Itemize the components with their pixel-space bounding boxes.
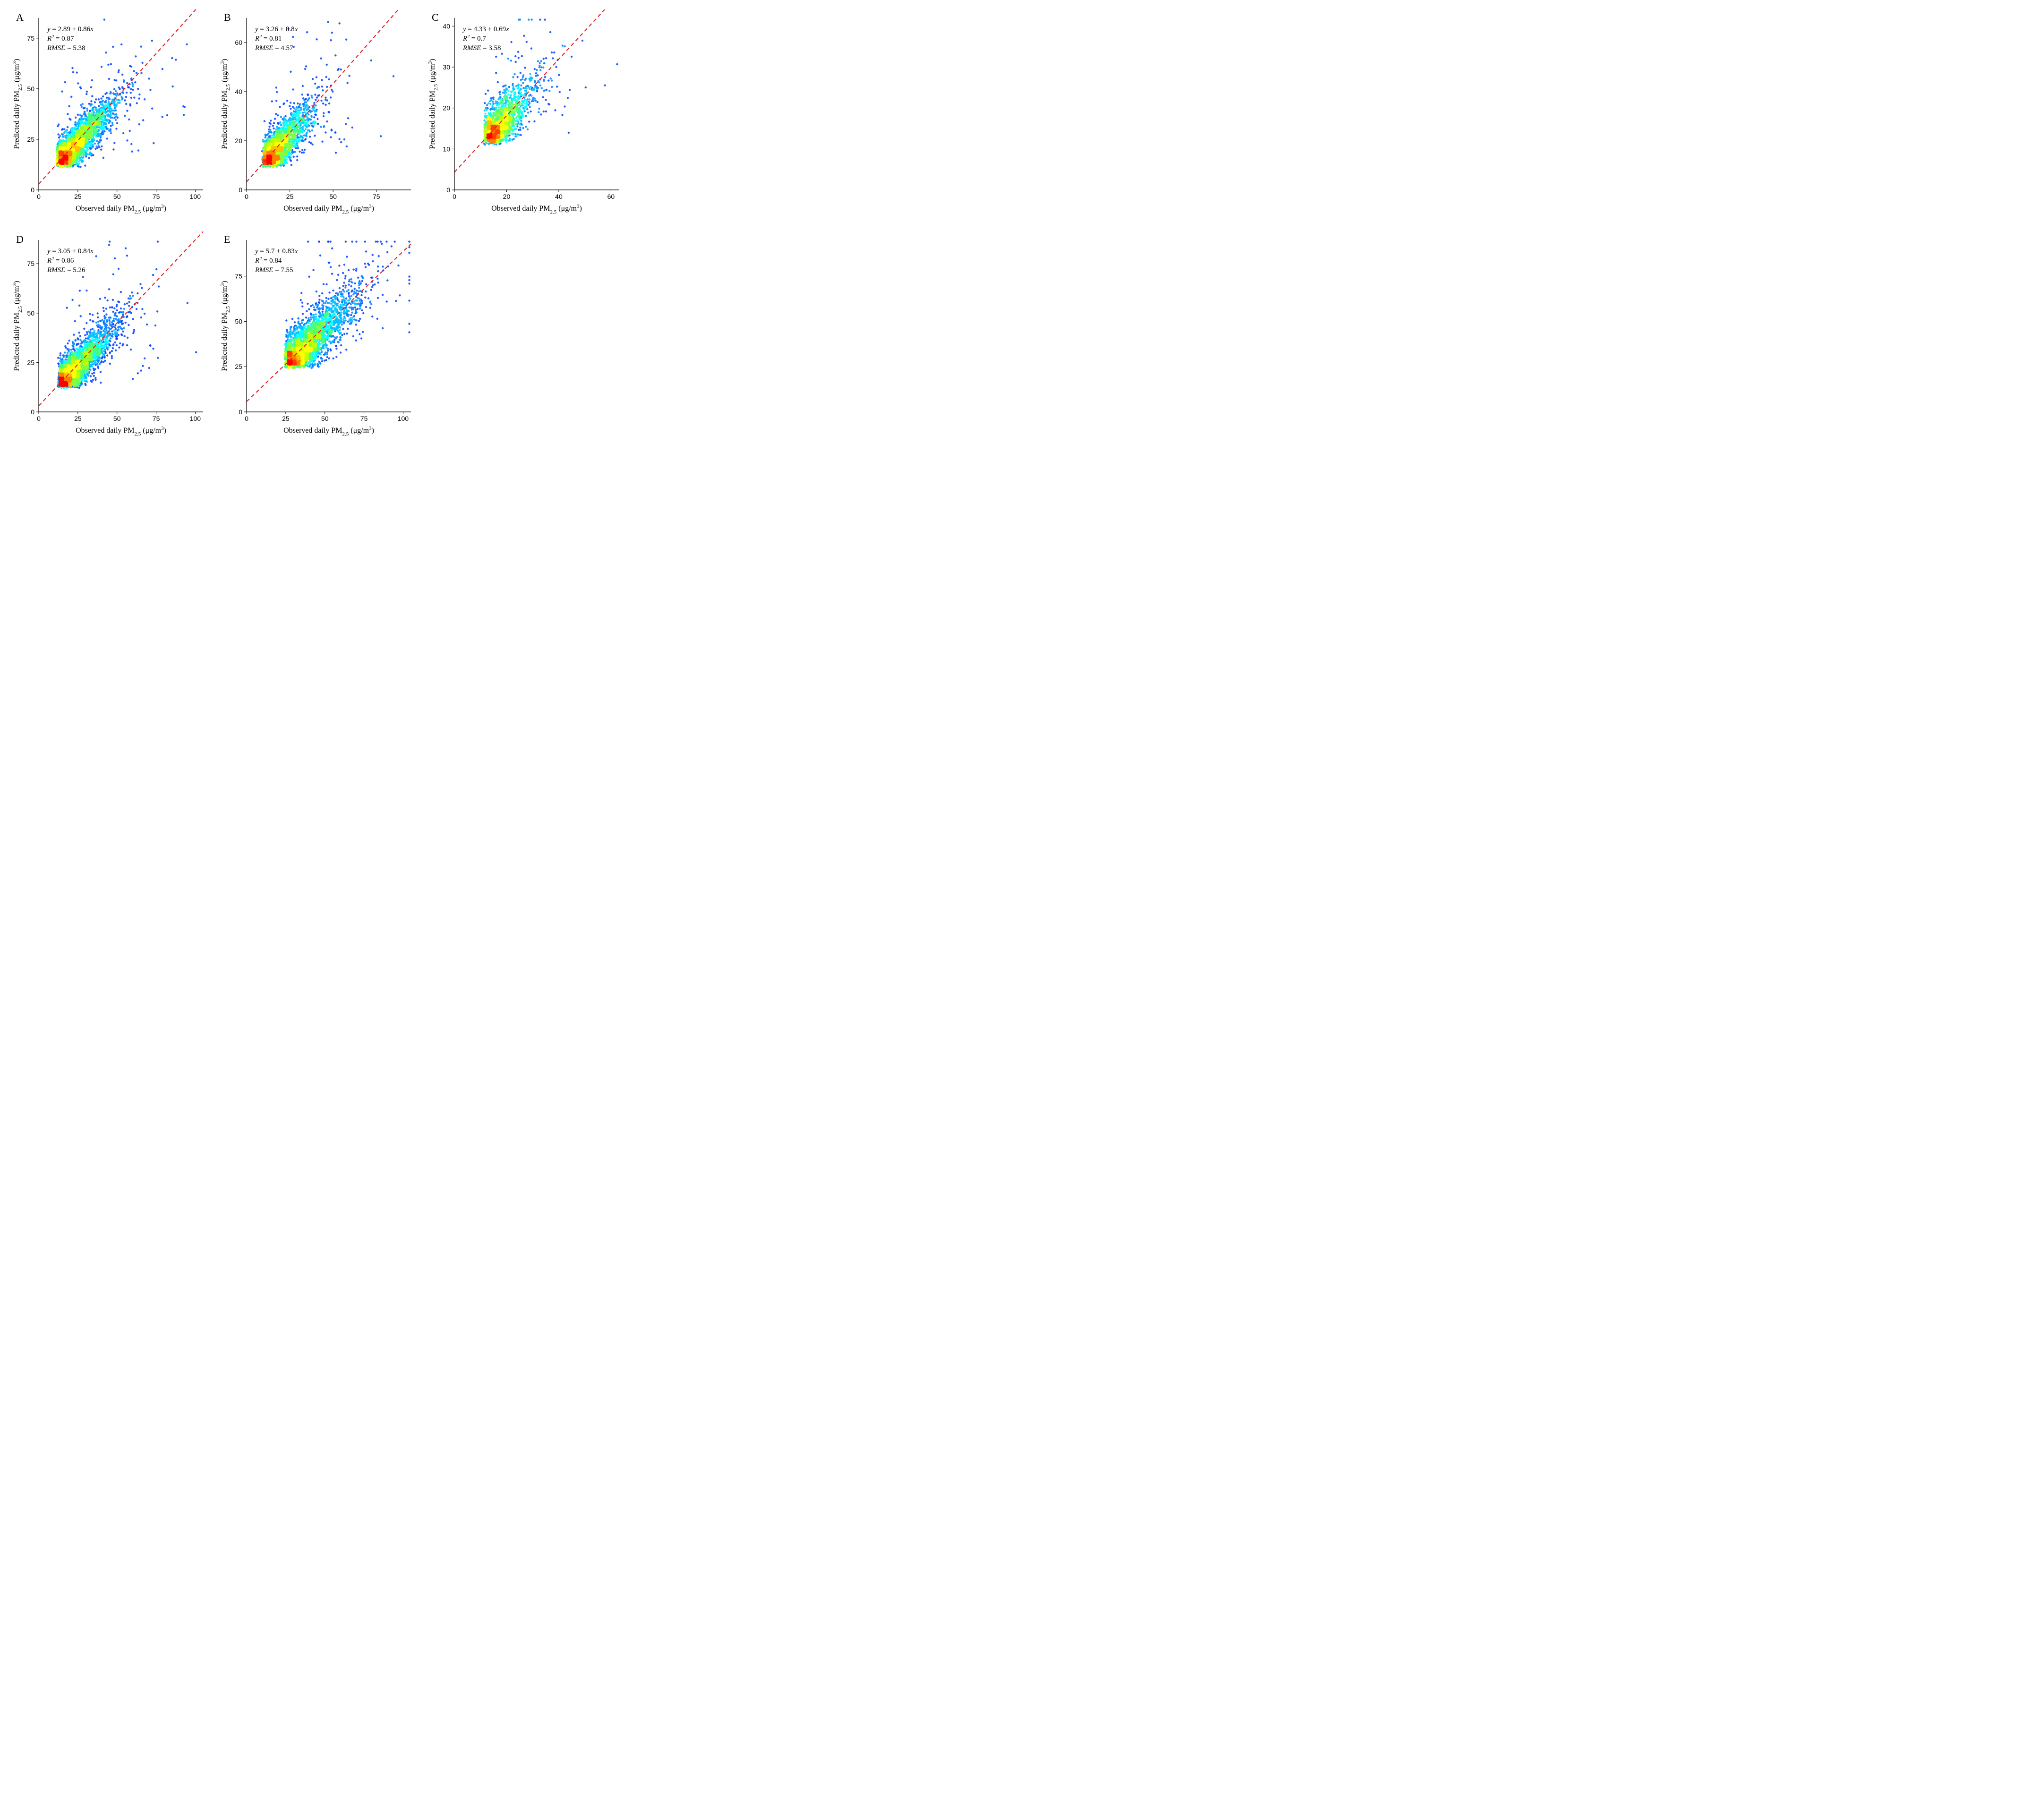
x-tick-label: 25 [286,193,294,200]
x-axis-label: Observed daily PM2.5 (μg/m3) [76,204,166,215]
x-tick-label: 50 [113,415,121,422]
y-axis-label: Predicted daily PM2.5 (μg/m3) [220,281,231,371]
scatter-panel-d: 0 25 50 75 100 0 25 50 75 Observed daily PM2.5 (μ… [9,231,208,439]
y-tick-label: 60 [235,39,242,46]
x-tick-label: 50 [113,193,121,200]
stat-rmse: RMSE = 4.57 [255,44,293,52]
y-tick-label: 50 [235,317,242,325]
scatter-points [57,240,197,389]
y-tick-label: 20 [235,137,242,145]
x-tick-label: 40 [555,193,563,200]
stat-r2: R2 = 0.87 [47,34,74,43]
x-tick-label: 75 [153,193,160,200]
x-tick-label: 20 [503,193,511,200]
stat-rmse: RMSE = 5.38 [47,44,85,52]
y-tick-label: 0 [239,186,242,194]
y-tick-label: 0 [446,186,450,194]
scatter-panel-a: 0 25 50 75 100 0 25 50 75 Observed daily PM2.5 (μ… [9,9,208,217]
y-tick-label: 0 [31,186,34,194]
stat-r2: R2 = 0.84 [255,256,282,265]
x-tick-label: 60 [607,193,615,200]
y-tick-label: 40 [235,88,242,95]
y-tick-label: 50 [27,309,34,317]
x-tick-label: 0 [245,415,248,422]
y-tick-label: 0 [239,408,242,416]
x-axis-label: Observed daily PM2.5 (μg/m3) [283,426,374,437]
x-tick-label: 50 [321,415,329,422]
scatter-points [483,18,618,145]
x-tick-label: 75 [153,415,160,422]
stat-r2: R2 = 0.81 [255,34,282,43]
scatter-panel-e: 0 25 50 75 100 0 25 50 75 Observed daily PM2.5 (μ… [217,231,416,439]
y-tick-label: 40 [443,22,450,30]
x-tick-label: 25 [282,415,290,422]
x-axis-label: Observed daily PM2.5 (μg/m3) [76,426,166,437]
y-tick-label: 75 [27,260,34,267]
y-tick-label: 75 [235,273,242,280]
x-tick-label: 100 [190,193,201,200]
y-tick-label: 25 [27,136,34,143]
axis-frame [454,18,619,190]
x-tick-label: 0 [245,193,248,200]
stat-r2: R2 = 0.86 [47,256,74,265]
x-tick-label: 100 [398,415,409,422]
scatter-points [261,21,394,168]
panel-letter: E [224,233,230,245]
y-tick-label: 10 [443,145,450,153]
panel-letter: C [432,11,439,23]
y-axis-label: Predicted daily PM2.5 (μg/m3) [12,281,23,371]
stat-equation: y = 2.89 + 0.86x [46,26,94,33]
stat-equation: y = 4.33 + 0.69x [462,26,509,33]
x-tick-label: 25 [74,193,82,200]
x-tick-label: 75 [360,415,368,422]
x-tick-label: 75 [373,193,380,200]
x-tick-label: 100 [190,415,201,422]
stat-rmse: RMSE = 3.58 [462,44,501,52]
stat-rmse: RMSE = 7.55 [255,266,293,274]
scatter-panel-c: 0 20 40 60 0 10 20 30 40 Observed daily PM2.5 (μg… [425,9,624,217]
x-tick-label: 0 [453,193,456,200]
panel-letter: A [16,11,24,23]
stat-equation: y = 3.26 + 0.8x [254,26,298,33]
scatter-panel-b: 0 25 50 75 0 20 40 60 Observed daily PM2.5 (μg/m… [217,9,416,217]
y-tick-label: 30 [443,63,450,71]
stat-r2: R2 = 0.7 [462,34,486,43]
x-axis-label: Observed daily PM2.5 (μg/m3) [283,204,374,215]
y-axis-label: Predicted daily PM2.5 (μg/m3) [220,59,231,149]
y-axis-label: Predicted daily PM2.5 (μg/m3) [427,59,439,149]
y-tick-label: 0 [31,408,34,416]
y-tick-label: 20 [443,104,450,112]
y-tick-label: 25 [27,359,34,366]
y-tick-label: 25 [235,363,242,370]
x-axis-label: Observed daily PM2.5 (μg/m3) [491,204,582,215]
x-tick-label: 50 [329,193,337,200]
panel-letter: B [224,11,231,23]
stat-equation: y = 3.05 + 0.84x [46,248,94,255]
y-tick-label: 50 [27,85,34,93]
panel-letter: D [16,233,24,245]
x-tick-label: 25 [74,415,82,422]
y-axis-label: Predicted daily PM2.5 (μg/m3) [12,59,23,149]
x-tick-label: 0 [37,415,41,422]
x-tick-label: 0 [37,193,41,200]
stat-equation: y = 5.7 + 0.83x [254,248,298,255]
stat-rmse: RMSE = 5.26 [47,266,85,274]
y-tick-label: 75 [27,34,34,42]
